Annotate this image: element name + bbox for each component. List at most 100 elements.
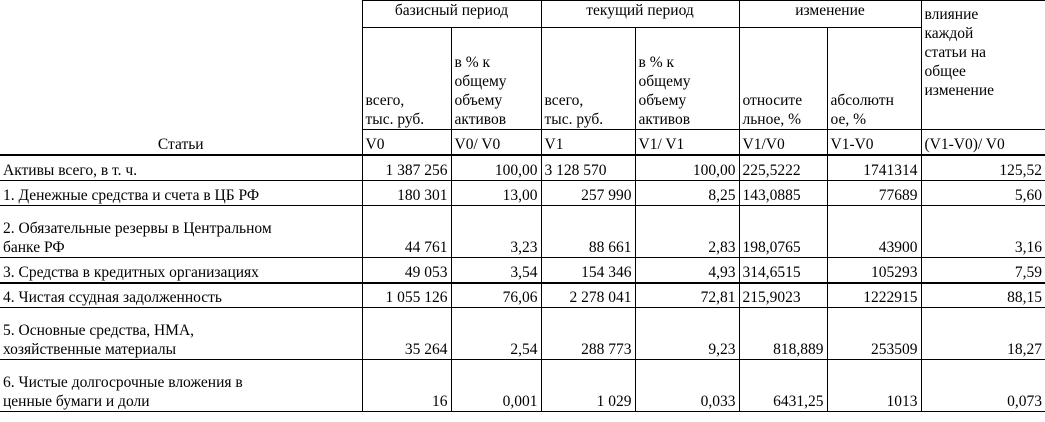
header-line: в % к bbox=[638, 54, 675, 71]
cell-v1-pct: 100,00 bbox=[634, 153, 739, 181]
cell-v1-pct: 72,81 bbox=[634, 281, 739, 308]
header-line: льное, % bbox=[742, 111, 802, 128]
cell-v0-pct: 0,001 bbox=[450, 359, 541, 412]
code-cell: V1/ V1 bbox=[634, 129, 739, 155]
influence-header-line: общее bbox=[924, 63, 966, 80]
cell-rel: 314,6515 bbox=[738, 257, 827, 283]
row-label-line: банке РФ bbox=[3, 239, 65, 256]
row-label: Активы всего, в т. ч. bbox=[0, 153, 362, 181]
row-label: 6. Чистые долгосрочные вложения в ценные… bbox=[0, 359, 362, 412]
row-label: 1. Денежные средства и счета в ЦБ РФ bbox=[0, 180, 362, 206]
influence-header: влияние каждой статьи на общее изменение bbox=[920, 0, 1045, 130]
table-row: 3. Средства в кредитных организациях 49 … bbox=[0, 257, 1045, 283]
v1-total-header: всего, тыс. руб. bbox=[540, 27, 635, 130]
header-line: абсолютн bbox=[830, 92, 894, 109]
rel-change-header: относите льное, % bbox=[738, 27, 827, 130]
cell-v0-pct: 76,06 bbox=[450, 281, 541, 308]
current-period-header: текущий период bbox=[540, 0, 739, 28]
code-cell: V0 bbox=[361, 129, 451, 155]
cell-infl: 125,52 bbox=[920, 153, 1045, 181]
v0-pct-header: в % к общему объему активов bbox=[450, 27, 541, 130]
cell-abs: 1741314 bbox=[826, 153, 921, 181]
code-cell: (V1-V0)/ V0 bbox=[920, 129, 1045, 155]
header-line: активов bbox=[638, 111, 691, 128]
cell-infl: 88,15 bbox=[920, 281, 1045, 308]
cell-v1: 1 029 bbox=[540, 359, 635, 412]
base-period-header: базисный период bbox=[361, 0, 541, 28]
row-label: 2. Обязательные резервы в Центральном ба… bbox=[0, 205, 362, 258]
cell-v1-pct: 9,23 bbox=[634, 307, 739, 360]
cell-rel: 143,0885 bbox=[738, 180, 827, 206]
cell-v0: 1 055 126 bbox=[361, 281, 451, 308]
influence-header-line: каждой bbox=[924, 25, 974, 42]
cell-rel: 6431,25 bbox=[738, 359, 827, 412]
header-line: объему bbox=[638, 92, 687, 109]
cell-v1: 2 278 041 bbox=[540, 281, 635, 308]
row-label-line: хозяйственные материалы bbox=[3, 341, 177, 358]
cell-v1: 154 346 bbox=[540, 257, 635, 283]
influence-header-line: изменение bbox=[924, 82, 995, 99]
cell-v1-pct: 8,25 bbox=[634, 180, 739, 206]
cell-rel: 215,9023 bbox=[738, 281, 827, 308]
table-row: 6. Чистые долгосрочные вложения в ценные… bbox=[0, 359, 1045, 412]
header-line: в % к bbox=[454, 54, 491, 71]
table-row: 2. Обязательные резервы в Центральном ба… bbox=[0, 205, 1045, 258]
header-line: всего, bbox=[365, 92, 405, 109]
cell-v0: 180 301 bbox=[361, 180, 451, 206]
cell-abs: 1013 bbox=[826, 359, 921, 412]
code-cell: V1-V0 bbox=[826, 129, 921, 155]
row-label: 5. Основные средства, НМА, хозяйственные… bbox=[0, 307, 362, 360]
header-line: относите bbox=[742, 92, 803, 109]
header-line: всего, bbox=[544, 92, 584, 109]
cell-v0: 16 bbox=[361, 359, 451, 412]
cell-abs: 105293 bbox=[826, 257, 921, 283]
cell-v1: 3 128 570 bbox=[540, 153, 635, 181]
row-label-line: ценные бумаги и доли bbox=[3, 393, 150, 410]
cell-v1: 88 661 bbox=[540, 205, 635, 258]
cell-v0: 1 387 256 bbox=[361, 153, 451, 181]
asset-structure-table: Статьи базисный период текущий период из… bbox=[0, 0, 1045, 412]
header-line: общему bbox=[638, 73, 691, 90]
cell-abs: 43900 bbox=[826, 205, 921, 258]
cell-infl: 0,073 bbox=[920, 359, 1045, 412]
articles-header: Статьи bbox=[157, 135, 204, 153]
cell-infl: 7,59 bbox=[920, 257, 1045, 283]
header-line: ое, % bbox=[830, 111, 866, 128]
cell-rel: 818,889 bbox=[738, 307, 827, 360]
header-line: тыс. руб. bbox=[544, 111, 604, 128]
v1-pct-header: в % к общему объему активов bbox=[634, 27, 739, 130]
cell-abs: 253509 bbox=[826, 307, 921, 360]
row-label: 3. Средства в кредитных организациях bbox=[0, 257, 362, 283]
cell-infl: 3,16 bbox=[920, 205, 1045, 258]
code-cell: V1/V0 bbox=[738, 129, 827, 155]
header-line: общему bbox=[454, 73, 507, 90]
cell-v0-pct: 13,00 bbox=[450, 180, 541, 206]
code-cell: V0/ V0 bbox=[450, 129, 541, 155]
header-sub-row: всего, тыс. руб. в % к общему объему акт… bbox=[0, 27, 1045, 130]
cell-v0-pct: 3,23 bbox=[450, 205, 541, 258]
table-row: 1. Денежные средства и счета в ЦБ РФ 180… bbox=[0, 180, 1045, 206]
header-line: объему bbox=[454, 92, 503, 109]
cell-rel: 198,0765 bbox=[738, 205, 827, 258]
cell-v0-pct: 100,00 bbox=[450, 153, 541, 181]
abs-change-header: абсолютн ое, % bbox=[826, 27, 921, 130]
v0-total-header: всего, тыс. руб. bbox=[361, 27, 451, 130]
row-label-line: 2. Обязательные резервы в Центральном bbox=[3, 220, 272, 237]
header-line: активов bbox=[454, 111, 507, 128]
cell-v1-pct: 2,83 bbox=[634, 205, 739, 258]
cell-infl: 18,27 bbox=[920, 307, 1045, 360]
cell-infl: 5,60 bbox=[920, 180, 1045, 206]
row-label: 4. Чистая ссудная задолженность bbox=[0, 281, 362, 308]
header-codes-row: V0 V0/ V0 V1 V1/ V1 V1/V0 V1-V0 (V1-V0)/… bbox=[0, 129, 1045, 155]
code-cell: V1 bbox=[540, 129, 635, 155]
influence-header-line: влияние bbox=[924, 6, 979, 23]
cell-v1: 257 990 bbox=[540, 180, 635, 206]
cell-v0-pct: 2,54 bbox=[450, 307, 541, 360]
row-label-line: 5. Основные средства, НМА, bbox=[3, 322, 195, 339]
cell-rel: 225,5222 bbox=[738, 153, 827, 181]
influence-header-line: статьи на bbox=[924, 44, 987, 61]
cell-v0: 44 761 bbox=[361, 205, 451, 258]
cell-abs: 1222915 bbox=[826, 281, 921, 308]
change-header: изменение bbox=[738, 0, 921, 28]
row-label-line: 6. Чистые долгосрочные вложения в bbox=[3, 374, 243, 391]
